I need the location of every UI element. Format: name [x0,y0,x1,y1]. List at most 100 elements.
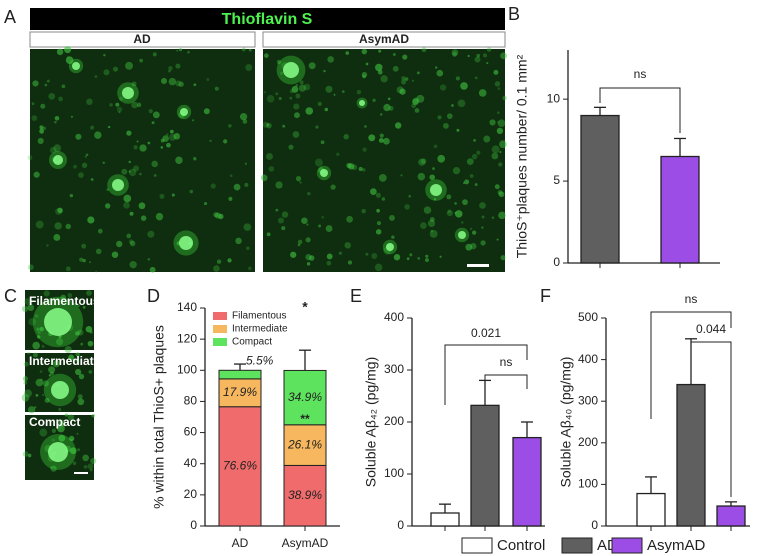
cell [77,329,84,336]
cell [32,80,39,87]
cell [299,80,304,85]
cell [32,341,40,350]
micrograph [30,49,255,272]
cell [393,253,401,261]
cell [94,131,102,139]
cell [266,232,271,237]
y-tick-label: 40 [184,456,198,470]
cell [107,125,111,129]
cell [308,255,315,261]
cell [378,138,384,143]
cell [64,413,68,417]
scale-bar [467,264,489,267]
cell [86,290,92,296]
cell [417,172,426,181]
cell [48,366,56,374]
cell [491,216,495,219]
cell [264,53,269,58]
cell [23,380,28,385]
cell [24,298,32,306]
cell [147,141,151,145]
cell [227,258,232,263]
cell [402,54,408,60]
legend-swatch [461,537,493,554]
cell [152,111,160,119]
y-tick-label: 200 [384,414,404,428]
cell [491,152,499,160]
cell [376,208,380,213]
y-tick-label: 500 [578,310,598,324]
cell [116,240,123,248]
cell [305,254,312,261]
cell [416,71,420,75]
cell [131,101,138,109]
cell [81,162,88,169]
cell [452,52,457,57]
plaque [53,155,63,165]
cell [89,468,93,472]
cell [70,115,74,118]
cell [133,165,140,172]
cell [303,83,311,91]
cell [67,414,75,421]
cell [56,424,65,433]
cell [362,147,367,152]
cell [160,146,164,149]
cell [473,138,476,142]
y-axis-label: % within total ThioS+ plaques [151,325,167,509]
cell [325,225,333,233]
cell [455,76,460,81]
legend-swatch [213,325,227,333]
cell [361,208,366,214]
cell [87,463,94,470]
cell [326,253,333,260]
cell [213,265,220,272]
plaque [283,62,299,78]
cell [23,389,32,398]
cell [118,111,121,114]
cell [66,56,70,59]
cell [42,380,49,387]
plaque [44,308,72,336]
cell [275,208,279,212]
cell [34,406,37,409]
cell [103,69,110,76]
cell [433,198,437,201]
cell [94,75,98,78]
panel-label: D [147,286,160,306]
cell [228,124,232,128]
cell [379,133,384,138]
legend-swatch [561,537,593,554]
cell [437,115,442,120]
cell [292,131,300,138]
cell [123,201,130,209]
cell [151,160,158,168]
cell [344,242,351,249]
cell [266,95,275,103]
cell [471,230,477,235]
cell [493,69,499,75]
cell [138,202,146,210]
cell [39,326,44,332]
cell [388,105,394,111]
cell [348,163,355,170]
cell [346,215,353,223]
cell [175,63,181,69]
cell [178,81,184,87]
cell [276,59,282,65]
cell [497,189,503,195]
plaque [48,442,68,462]
cell [69,193,74,198]
cell [23,361,29,367]
cell [75,331,80,336]
cell [109,103,113,107]
y-tick-label: 80 [184,394,198,408]
bar [470,404,500,527]
cell [467,54,470,58]
cell [65,56,74,64]
cell [125,61,133,70]
cell [35,220,44,229]
cell [28,318,37,326]
cell [299,181,302,184]
cell [58,335,62,339]
